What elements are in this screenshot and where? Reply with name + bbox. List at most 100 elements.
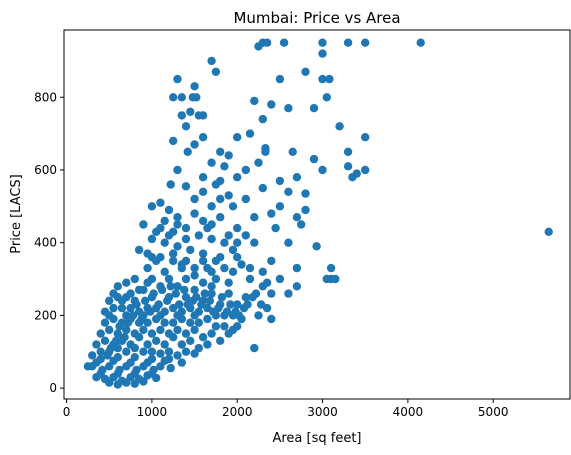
scatter-point — [139, 347, 148, 356]
scatter-point — [156, 198, 165, 207]
scatter-point — [220, 263, 229, 273]
scatter-point — [169, 249, 178, 258]
scatter-point — [343, 38, 353, 47]
scatter-point — [309, 104, 319, 113]
scatter-point — [258, 114, 267, 124]
scatter-point — [216, 147, 225, 156]
x-tick-label: 1000 — [137, 405, 168, 419]
scatter-point — [228, 245, 238, 255]
scatter-point — [211, 67, 221, 77]
scatter-point — [190, 285, 199, 295]
scatter-point — [105, 378, 114, 387]
scatter-point — [147, 329, 157, 338]
scatter-point — [146, 307, 155, 316]
scatter-point — [217, 293, 227, 302]
scatter-point — [262, 38, 272, 47]
scatter-point — [169, 318, 178, 327]
x-axis-ticks: 0 1000 2000 3000 4000 5000 — [63, 399, 508, 419]
scatter-point — [224, 278, 233, 287]
scatter-point — [251, 289, 261, 298]
scatter-point — [224, 191, 233, 200]
scatter-point — [216, 213, 225, 222]
scatter-point — [109, 314, 118, 324]
scatter-point — [207, 329, 216, 338]
scatter-point — [177, 93, 186, 102]
scatter-point — [258, 282, 267, 291]
scatter-point — [132, 300, 141, 309]
scatter-point — [203, 314, 212, 324]
scatter-point — [207, 202, 216, 211]
scatter-point — [250, 343, 259, 353]
scatter-point — [309, 154, 319, 164]
scatter-point — [190, 311, 199, 320]
scatter-point — [164, 347, 174, 356]
scatter-point — [190, 263, 199, 273]
scatter-point — [312, 242, 321, 251]
scatter-point — [139, 325, 148, 335]
scatter-point — [143, 340, 152, 349]
y-tick-label: 200 — [34, 308, 57, 322]
scatter-point — [181, 234, 191, 244]
scatter-point — [233, 322, 242, 331]
scatter-point — [228, 267, 238, 276]
scatter-point — [190, 194, 199, 204]
scatter-point — [297, 220, 306, 229]
scatter-point — [192, 293, 201, 302]
scatter-point — [233, 133, 242, 142]
scatter-point — [113, 329, 123, 338]
scatter-point — [173, 351, 182, 360]
scatter-point — [250, 238, 259, 247]
x-tick-label: 3000 — [307, 405, 338, 419]
scatter-point — [207, 158, 216, 167]
scatter-point — [267, 209, 276, 218]
scatter-point — [122, 362, 131, 371]
scatter-point — [128, 311, 138, 320]
scatter-point — [224, 289, 233, 298]
scatter-point — [318, 165, 327, 175]
scatter-point — [220, 162, 229, 171]
scatter-point — [156, 223, 165, 233]
scatter-point — [149, 289, 158, 298]
scatter-point — [190, 140, 199, 149]
scatter-point — [271, 223, 280, 233]
scatter-point — [301, 205, 310, 215]
scatter-point — [164, 205, 174, 215]
scatter-point — [267, 314, 276, 324]
scatter-point — [181, 274, 191, 284]
scatter-point — [224, 231, 233, 240]
scatter-point — [192, 93, 201, 102]
scatter-point — [262, 303, 272, 313]
scatter-point — [186, 336, 195, 345]
scatter-point — [200, 289, 209, 298]
scatter-point — [190, 349, 199, 358]
scatter-point — [177, 111, 186, 120]
scatter-point — [203, 340, 212, 349]
scatter-point — [88, 351, 97, 360]
scatter-point — [134, 245, 144, 255]
scatter-point — [233, 173, 242, 182]
scatter-point — [180, 285, 189, 295]
scatter-point — [220, 322, 229, 331]
scatter-point — [163, 296, 172, 305]
scatter-point — [416, 38, 425, 47]
scatter-point — [177, 263, 186, 273]
scatter-point — [156, 362, 165, 371]
scatter-point — [198, 133, 208, 142]
y-tick-label: 0 — [49, 381, 57, 395]
scatter-point — [254, 42, 263, 51]
scatter-point — [92, 340, 101, 349]
scatter-point — [361, 133, 370, 142]
scatter-point — [186, 107, 195, 117]
scatter-point — [139, 220, 148, 229]
scatter-point — [183, 147, 192, 156]
scatter-point — [156, 325, 165, 335]
scatter-point — [292, 173, 302, 182]
scatter-point — [109, 303, 118, 313]
scatter-point — [173, 165, 182, 175]
scatter-point — [205, 296, 215, 305]
scatter-point — [318, 49, 327, 58]
scatter-point — [120, 333, 129, 342]
scatter-point — [203, 263, 212, 273]
scatter-point — [181, 329, 191, 338]
scatter-point — [122, 347, 131, 356]
